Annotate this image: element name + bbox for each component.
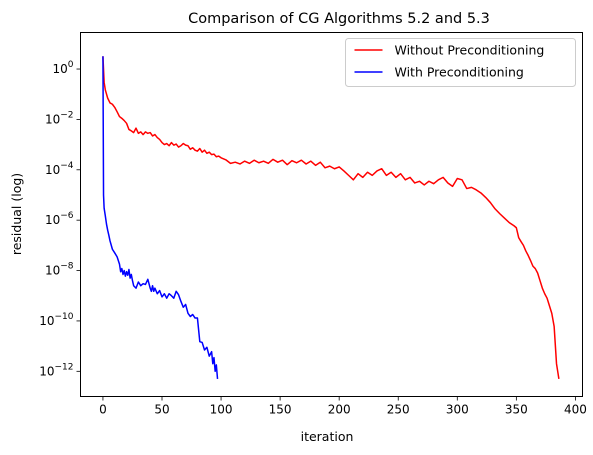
y-tick-label: 10−2 [45, 110, 74, 126]
chart-title: Comparison of CG Algorithms 5.2 and 5.3 [188, 11, 490, 27]
x-tick-label: 100 [210, 403, 233, 417]
x-tick-label: 0 [99, 403, 107, 417]
legend-frame [345, 38, 576, 87]
x-tick-label: 50 [154, 403, 169, 417]
plot-area [102, 56, 560, 380]
x-tick-label: 250 [387, 403, 410, 417]
plot-frame [80, 32, 583, 397]
legend-label-2: With Preconditioning [395, 65, 524, 80]
y-axis-label: residual (log) [9, 173, 24, 255]
x-tick-label: 150 [269, 403, 292, 417]
x-tick-label: 350 [505, 403, 528, 417]
legend-label-1: Without Preconditioning [395, 43, 545, 58]
y-tick-label: 100 [52, 60, 73, 76]
y-tick-label: 10−6 [45, 211, 74, 227]
y-tick-label: 10−8 [45, 262, 74, 278]
series-line-1 [102, 56, 560, 380]
x-tick-label: 300 [446, 403, 469, 417]
x-tick-label: 200 [328, 403, 351, 417]
legend: Without Preconditioning With Precondition… [345, 38, 576, 87]
y-tick-label: 10−12 [39, 362, 73, 378]
series-line-2 [102, 56, 219, 379]
y-tick-label: 10−10 [39, 312, 74, 328]
y-axis: 100 10−2 10−4 10−6 10−8 10−10 10−12 [39, 60, 81, 378]
y-tick-label: 10−4 [45, 161, 74, 177]
x-tick-label: 400 [564, 403, 587, 417]
x-axis: 0 50 100 150 200 250 300 350 400 [99, 396, 587, 417]
x-axis-label: iteration [301, 429, 354, 444]
